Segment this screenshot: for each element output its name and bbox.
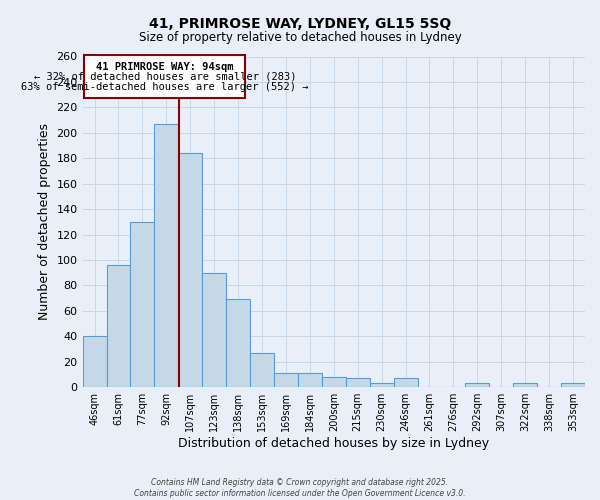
Bar [178, 153, 202, 387]
Y-axis label: Number of detached properties: Number of detached properties [38, 124, 51, 320]
Bar [250, 353, 274, 387]
Bar [85, 55, 245, 98]
Bar [274, 373, 298, 387]
Bar [466, 384, 490, 387]
Bar [130, 222, 154, 387]
X-axis label: Distribution of detached houses by size in Lydney: Distribution of detached houses by size … [178, 437, 490, 450]
Text: 63% of semi-detached houses are larger (552) →: 63% of semi-detached houses are larger (… [21, 82, 308, 92]
Bar [370, 384, 394, 387]
Text: 41 PRIMROSE WAY: 94sqm: 41 PRIMROSE WAY: 94sqm [96, 62, 233, 72]
Title: 41, PRIMROSE WAY, LYDNEY, GL15 5SQ
Size of property relative to detached houses : 41, PRIMROSE WAY, LYDNEY, GL15 5SQ Size … [0, 499, 1, 500]
Bar [513, 384, 537, 387]
Text: 41, PRIMROSE WAY, LYDNEY, GL15 5SQ: 41, PRIMROSE WAY, LYDNEY, GL15 5SQ [149, 18, 451, 32]
Text: Contains HM Land Registry data © Crown copyright and database right 2025.
Contai: Contains HM Land Registry data © Crown c… [134, 478, 466, 498]
Bar [561, 384, 585, 387]
Text: Size of property relative to detached houses in Lydney: Size of property relative to detached ho… [139, 31, 461, 44]
Bar [83, 336, 107, 387]
Bar [154, 124, 178, 387]
Bar [394, 378, 418, 387]
Bar [107, 265, 130, 387]
Bar [346, 378, 370, 387]
Bar [226, 300, 250, 387]
Bar [322, 377, 346, 387]
Bar [298, 373, 322, 387]
Bar [202, 272, 226, 387]
Text: ← 32% of detached houses are smaller (283): ← 32% of detached houses are smaller (28… [34, 72, 296, 82]
